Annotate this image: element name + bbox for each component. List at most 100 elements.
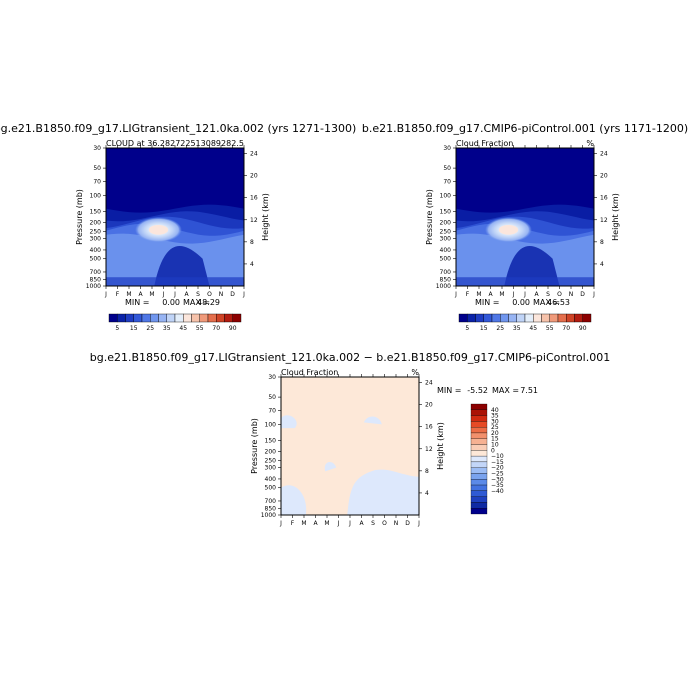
pressure-tick-label: 1000 [436, 283, 451, 290]
colorbar-label: 70 [562, 325, 570, 332]
month-tick-label: J [162, 291, 165, 298]
panel-diff-subtitle-right: % [411, 368, 419, 377]
colorbar-swatch [516, 313, 526, 323]
month-tick-label: J [242, 291, 245, 298]
diff-colorbar-label: −35 [491, 482, 504, 489]
month-tick-label: O [382, 520, 387, 527]
pressure-tick-label: 300 [265, 465, 277, 472]
pressure-tick-label: 500 [265, 485, 277, 492]
panel-left-subtitle: CLOUD at 36.28272251308928 [106, 139, 231, 148]
height-tick-label: 24 [425, 380, 433, 387]
colorbar-swatch [491, 313, 501, 323]
panel-left-max-label: MAX = [183, 298, 210, 307]
pressure-tick-label: 50 [443, 165, 451, 172]
colorbar-label: 45 [529, 325, 537, 332]
month-tick-label: O [207, 291, 212, 298]
cloud-core-peak [148, 225, 169, 235]
colorbar-label: 90 [579, 325, 587, 332]
diff-colorbar-swatch [470, 484, 488, 491]
colorbar-swatch [508, 313, 517, 323]
colorbar-swatch [500, 313, 509, 323]
colorbar-swatch [191, 313, 200, 323]
month-tick-label: A [138, 291, 143, 298]
pressure-tick-label: 100 [440, 192, 452, 199]
pressure-tick-label: 30 [268, 374, 276, 381]
colorbar-swatch [232, 313, 242, 323]
colorbar-swatch [475, 313, 484, 323]
pressure-tick-label: 200 [90, 220, 102, 227]
diff-colorbar-label: 20 [491, 430, 499, 437]
panel-right-min-label: MIN = [475, 298, 500, 307]
colorbar-label: 5 [465, 325, 469, 332]
panel-right: b.e21.B1850.f09_g17.CMIP6-piControl.001 … [362, 122, 688, 332]
diff-colorbar-swatch [470, 467, 488, 474]
low-cloud-gap [504, 245, 560, 286]
diff-colorbar-label: 10 [491, 442, 499, 449]
colorbar-swatch [117, 313, 126, 323]
diff-colorbar-swatch [470, 415, 488, 422]
diff-colorbar-swatch [470, 490, 488, 497]
pressure-tick-label: 400 [265, 476, 277, 483]
colorbar-swatch [158, 313, 167, 323]
pressure-tick-label: 700 [90, 269, 102, 276]
height-tick-label: 4 [425, 490, 429, 497]
colorbar-swatch [483, 313, 493, 323]
month-tick-label: J [337, 520, 340, 527]
panel-diff-min-value: -5.52 [467, 386, 488, 395]
panel-diff-max-value: 7.51 [520, 386, 538, 395]
month-tick-label: D [405, 520, 410, 527]
pressure-tick-label: 1000 [261, 512, 276, 519]
height-axis-label: Height (km) [611, 193, 620, 241]
month-tick-label: J [104, 291, 107, 298]
colorbar-swatch [199, 313, 209, 323]
height-tick-label: 20 [250, 173, 258, 180]
pressure-tick-label: 250 [265, 457, 277, 464]
month-tick-label: D [580, 291, 585, 298]
diff-colorbar-label: 30 [491, 418, 499, 425]
pressure-tick-label: 200 [440, 220, 452, 227]
diff-colorbar-label: 35 [491, 413, 499, 420]
colorbar-label: 70 [212, 325, 220, 332]
pressure-tick-label: 300 [90, 236, 102, 243]
pressure-tick-label: 70 [268, 407, 276, 414]
diff-negative-region [281, 415, 297, 429]
colorbar-swatch [133, 313, 143, 323]
diff-colorbar-label: −20 [491, 465, 504, 472]
pressure-tick-label: 700 [265, 498, 277, 505]
panel-left-title: bg.e21.B1850.f09_g17.LIGtransient_121.0k… [0, 122, 356, 135]
pressure-tick-label: 30 [93, 145, 101, 152]
height-tick-label: 24 [600, 151, 608, 158]
colorbar-label: 45 [179, 325, 187, 332]
low-cloud-gap [154, 245, 210, 286]
month-tick-label: J [592, 291, 595, 298]
height-tick-label: 8 [600, 239, 604, 246]
diff-colorbar-swatch [470, 479, 488, 486]
height-axis-label: Height (km) [261, 193, 270, 241]
colorbar-swatch [183, 313, 192, 323]
panel-right-colorbar: 5 15 25 35 45 55 70 90 [458, 313, 592, 332]
height-tick-label: 20 [600, 173, 608, 180]
panel-right-min-value: 0.00 [512, 298, 530, 307]
colorbar-swatch [216, 313, 225, 323]
colorbar-swatch [533, 313, 542, 323]
colorbar-swatch [174, 313, 184, 323]
diff-colorbar-swatch [470, 473, 488, 480]
colorbar-swatch [125, 313, 134, 323]
panel-diff-subtitle: Cloud Fraction [281, 368, 338, 377]
diff-colorbar-swatch [470, 432, 488, 439]
colorbar-label: 55 [546, 325, 554, 332]
colorbar-swatch [557, 313, 567, 323]
diff-colorbar-label: −25 [491, 470, 504, 477]
pressure-tick-label: 50 [268, 394, 276, 401]
panel-right-title: b.e21.B1850.f09_g17.CMIP6-piControl.001 … [362, 122, 688, 135]
colorbar-swatch [207, 313, 217, 323]
month-tick-label: F [291, 520, 295, 527]
height-tick-label: 20 [425, 402, 433, 409]
colorbar-swatch [458, 313, 468, 323]
height-tick-label: 4 [600, 261, 604, 268]
diff-colorbar-swatch [470, 502, 488, 509]
colorbar-label: 35 [513, 325, 521, 332]
month-tick-label: M [149, 291, 154, 298]
